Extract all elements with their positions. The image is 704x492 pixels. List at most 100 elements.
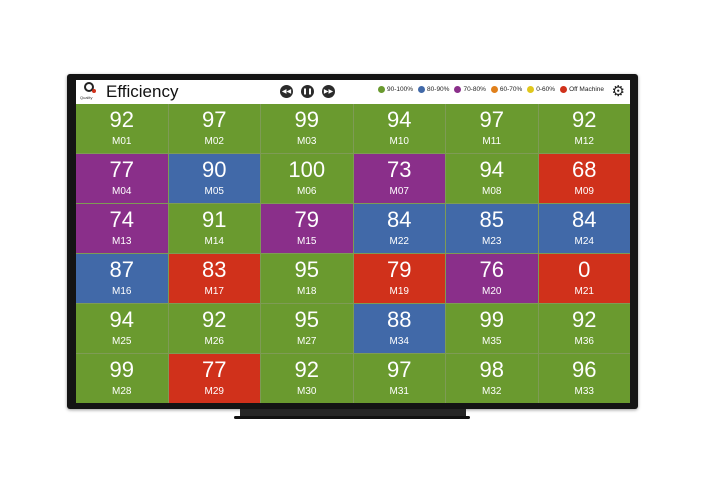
machine-efficiency-value: 92 bbox=[109, 107, 134, 132]
machine-tile[interactable]: 98 M32 bbox=[446, 354, 538, 403]
machine-id-label: M12 bbox=[574, 136, 594, 147]
tv-stand bbox=[240, 409, 466, 417]
machine-tile[interactable]: 73 M07 bbox=[353, 154, 445, 203]
machine-tile[interactable]: 79 M15 bbox=[261, 204, 353, 253]
machine-tile[interactable]: 91 M14 bbox=[168, 204, 260, 253]
machine-tile[interactable]: 94 M10 bbox=[353, 104, 445, 153]
machine-efficiency-value: 97 bbox=[387, 357, 412, 382]
machine-tile[interactable]: 68 M09 bbox=[538, 154, 630, 203]
machine-tile[interactable]: 79 M19 bbox=[353, 254, 445, 303]
machine-efficiency-value: 96 bbox=[572, 357, 597, 382]
machine-id-label: M27 bbox=[297, 336, 317, 347]
machine-tile[interactable]: 96 M33 bbox=[538, 354, 630, 403]
machine-efficiency-value: 95 bbox=[294, 307, 319, 332]
machine-efficiency-value: 68 bbox=[572, 157, 597, 182]
machine-id-label: M05 bbox=[204, 186, 224, 197]
machine-efficiency-value: 79 bbox=[387, 257, 412, 282]
machine-tile[interactable]: 92 M26 bbox=[168, 304, 260, 353]
machine-id-label: M25 bbox=[112, 336, 132, 347]
machine-tile[interactable]: 84 M24 bbox=[538, 204, 630, 253]
efficiency-legend: 90-100% 80-90% 70-80% 60-70% 0-60% Off Machin… bbox=[378, 86, 604, 93]
company-logo: Quality bbox=[80, 82, 102, 102]
machine-tile[interactable]: 83 M17 bbox=[168, 254, 260, 303]
machine-id-label: M06 bbox=[297, 186, 317, 197]
machine-id-label: M04 bbox=[112, 186, 132, 197]
legend-item: 0-60% bbox=[527, 86, 555, 93]
machine-tile[interactable]: 97 M02 bbox=[168, 104, 260, 153]
machine-id-label: M09 bbox=[574, 186, 594, 197]
legend-swatch-icon bbox=[560, 86, 568, 93]
machine-efficiency-value: 74 bbox=[109, 207, 134, 232]
legend-swatch-icon bbox=[418, 86, 426, 93]
machine-tile[interactable]: 92 M30 bbox=[261, 354, 353, 403]
media-controls: ◀◀ ❚❚ ▶▶ bbox=[280, 85, 335, 98]
machine-efficiency-value: 99 bbox=[294, 107, 319, 132]
legend-label: 70-80% bbox=[463, 86, 486, 93]
machine-id-label: M17 bbox=[204, 286, 224, 297]
machine-tile[interactable]: 77 M04 bbox=[76, 154, 168, 203]
machine-tile[interactable]: 94 M08 bbox=[446, 154, 538, 203]
legend-item: 60-70% bbox=[490, 86, 522, 93]
gear-icon[interactable]: ⚙ bbox=[611, 83, 625, 100]
machine-tile[interactable]: 0 M21 bbox=[538, 254, 630, 303]
machine-tile[interactable]: 99 M03 bbox=[261, 104, 353, 153]
machine-tile[interactable]: 87 M16 bbox=[76, 254, 168, 303]
machine-id-label: M29 bbox=[204, 386, 224, 397]
machine-id-label: M15 bbox=[297, 236, 317, 247]
machine-id-label: M07 bbox=[389, 186, 409, 197]
machine-efficiency-value: 99 bbox=[109, 357, 134, 382]
logo-q-icon bbox=[84, 82, 94, 92]
machine-tile[interactable]: 92 M01 bbox=[76, 104, 168, 153]
machine-tile[interactable]: 92 M12 bbox=[538, 104, 630, 153]
machine-efficiency-value: 85 bbox=[479, 207, 504, 232]
machine-efficiency-value: 84 bbox=[387, 207, 412, 232]
machine-id-label: M20 bbox=[482, 286, 502, 297]
machine-id-label: M19 bbox=[389, 286, 409, 297]
rewind-icon[interactable]: ◀◀ bbox=[280, 85, 293, 98]
machine-efficiency-value: 94 bbox=[109, 307, 134, 332]
logo-text: Quality bbox=[80, 95, 93, 100]
legend-swatch-icon bbox=[378, 86, 386, 93]
machine-tile[interactable]: 99 M35 bbox=[446, 304, 538, 353]
machine-id-label: M13 bbox=[112, 236, 132, 247]
machine-efficiency-value: 87 bbox=[109, 257, 134, 282]
machine-efficiency-value: 76 bbox=[479, 257, 504, 282]
machine-id-label: M30 bbox=[297, 386, 317, 397]
machine-tile[interactable]: 99 M28 bbox=[76, 354, 168, 403]
machine-tile[interactable]: 92 M36 bbox=[538, 304, 630, 353]
machine-efficiency-value: 84 bbox=[572, 207, 597, 232]
machine-efficiency-value: 94 bbox=[387, 107, 412, 132]
machine-id-label: M21 bbox=[574, 286, 594, 297]
pause-icon[interactable]: ❚❚ bbox=[301, 85, 314, 98]
machine-tile[interactable]: 76 M20 bbox=[446, 254, 538, 303]
legend-item: 80-90% bbox=[418, 86, 449, 93]
logo-dot-icon bbox=[92, 89, 96, 93]
machine-tile[interactable]: 90 M05 bbox=[168, 154, 260, 203]
machine-tile[interactable]: 74 M13 bbox=[76, 204, 168, 253]
machine-id-label: M26 bbox=[204, 336, 224, 347]
dashboard-screen: Quality Efficiency ◀◀ ❚❚ ▶▶ 90-100% 80-90% 7… bbox=[76, 80, 630, 403]
machine-tile[interactable]: 95 M18 bbox=[261, 254, 353, 303]
machine-tile[interactable]: 97 M11 bbox=[446, 104, 538, 153]
tv-stand-base bbox=[234, 416, 470, 419]
machine-tile[interactable]: 85 M23 bbox=[446, 204, 538, 253]
machine-id-label: M10 bbox=[389, 136, 409, 147]
machine-id-label: M36 bbox=[574, 336, 594, 347]
machine-id-label: M01 bbox=[112, 136, 132, 147]
machine-tile[interactable]: 88 M34 bbox=[353, 304, 445, 353]
machine-id-label: M03 bbox=[297, 136, 317, 147]
machine-efficiency-value: 99 bbox=[479, 307, 504, 332]
legend-item: 70-80% bbox=[454, 86, 486, 93]
machine-tile[interactable]: 97 M31 bbox=[353, 354, 445, 403]
page-title: Efficiency bbox=[106, 82, 179, 101]
machine-efficiency-value: 95 bbox=[294, 257, 319, 282]
machine-tile[interactable]: 100 M06 bbox=[261, 154, 353, 203]
fast-forward-icon[interactable]: ▶▶ bbox=[322, 85, 335, 98]
machine-tile[interactable]: 94 M25 bbox=[76, 304, 168, 353]
machine-efficiency-value: 92 bbox=[572, 107, 597, 132]
machine-tile[interactable]: 84 M22 bbox=[353, 204, 445, 253]
machine-tile[interactable]: 77 M29 bbox=[168, 354, 260, 403]
machine-efficiency-grid: 92 M01 97 M02 99 M03 94 M10 97 M11 92 M12 77 M04 90 M05… bbox=[76, 104, 630, 403]
machine-tile[interactable]: 95 M27 bbox=[261, 304, 353, 353]
machine-efficiency-value: 94 bbox=[479, 157, 504, 182]
